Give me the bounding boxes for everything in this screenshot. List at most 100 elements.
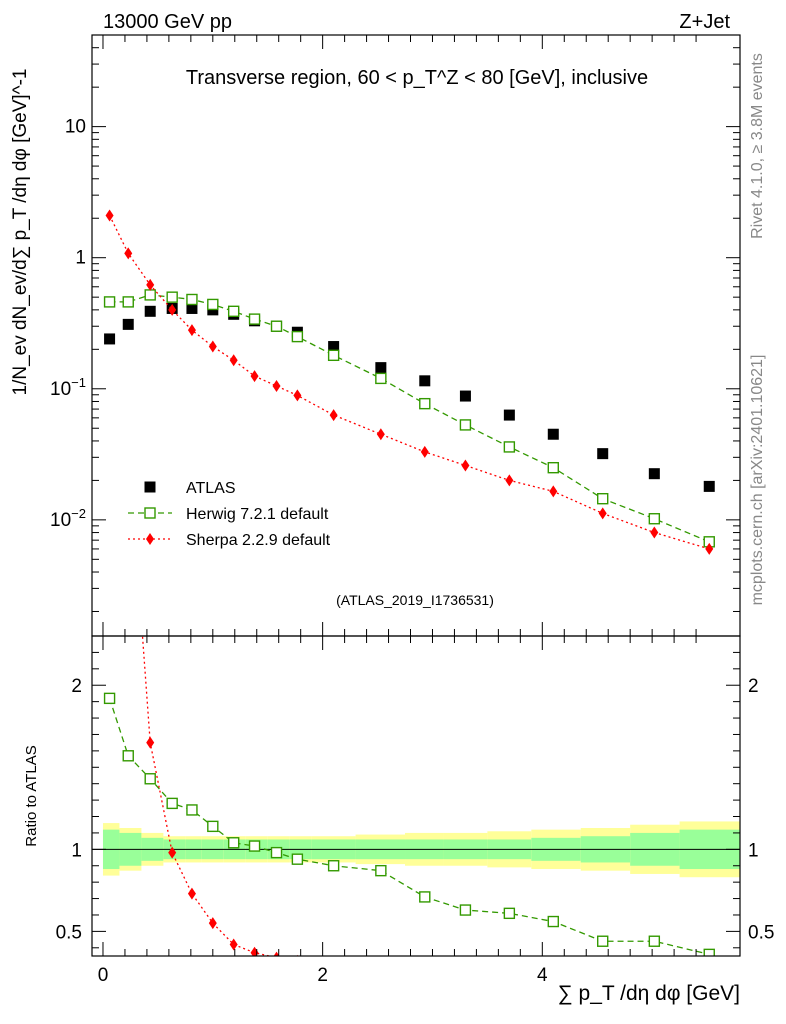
ratio-point (419, 891, 431, 903)
data-point (270, 320, 283, 332)
ratio-line (108, 698, 710, 955)
series-line-sherpa (108, 215, 710, 550)
ratio-point (227, 837, 240, 849)
data-point (207, 298, 219, 311)
ratio-plot-frame (91, 635, 741, 957)
y-tick-label: 10 (65, 117, 86, 138)
data-point (122, 296, 134, 308)
data-point (459, 419, 472, 431)
header-right: Z+Jet (679, 11, 730, 33)
ratio-bands (92, 821, 740, 878)
header-left: 13000 GeV pp (103, 11, 232, 33)
ratio-point (597, 935, 609, 947)
data-point (104, 333, 116, 345)
data-point (703, 480, 715, 492)
ratio-x-tick-label: 2 (317, 965, 328, 986)
ratio-y-tick-label-right: 0.5 (748, 922, 774, 943)
main-series-layer (103, 209, 715, 555)
data-point (166, 291, 178, 303)
data-point (375, 372, 387, 385)
data-point (122, 318, 134, 330)
data-point (291, 330, 304, 343)
legend-label: Herwig 7.2.1 default (186, 506, 329, 523)
data-point (549, 485, 558, 498)
legend-label: Sherpa 2.2.9 default (186, 532, 331, 549)
ratio-point (327, 860, 340, 872)
ratio-ylabel: Ratio to ATLAS (23, 745, 40, 846)
ratio-point (144, 773, 156, 785)
main-title: Transverse region, 60 < p_T^Z < 80 [GeV]… (186, 67, 648, 89)
ratio-point (186, 804, 198, 816)
ratio-point (122, 750, 134, 762)
data-point (329, 409, 338, 422)
data-point (376, 428, 385, 441)
main-panel: 10−2 10−1 1 10 Transverse region, 60 < p_T^… (10, 34, 741, 637)
ratio-y-tick-label: 1 (71, 840, 82, 861)
ratio-point (168, 846, 177, 859)
legend-marker (146, 533, 154, 545)
ratio-axes: 0.5 0.5 1 1 2 2 0 2 4 (56, 636, 774, 986)
data-point (227, 305, 240, 318)
legend: ATLAS Herwig 7.2.1 default Sherpa 2.2.9 de… (128, 480, 331, 549)
data-point (597, 493, 609, 505)
data-point (124, 247, 133, 260)
data-point (597, 448, 609, 460)
data-point (419, 397, 431, 410)
data-point (705, 542, 714, 555)
ratio-x-tick-label: 4 (537, 965, 548, 986)
data-point (186, 302, 198, 314)
ratio-point (207, 820, 219, 833)
data-point (328, 341, 340, 353)
main-ylabel: 1/N_ev dN_ev/d∑ p_T /dη dφ [GeV]^-1 (10, 69, 31, 396)
legend-label: ATLAS (186, 480, 236, 497)
data-point (547, 428, 559, 440)
watermark-label: (ATLAS_2019_I1736531) (336, 592, 494, 608)
ratio-y-tick-label: 2 (71, 676, 82, 697)
y-tick-label: 10−2 (50, 506, 86, 531)
ratio-point (166, 797, 178, 810)
ratio-y-tick-label: 0.5 (56, 922, 82, 943)
data-point (186, 293, 198, 306)
data-point (648, 513, 661, 525)
ratio-point (375, 864, 387, 877)
ratio-point (273, 951, 280, 956)
data-point (103, 296, 116, 308)
ratio-point (208, 917, 217, 930)
data-point (375, 362, 387, 374)
ratio-panel: 0.5 0.5 1 1 2 2 0 2 4 Ratio to ATLAS ∑ p_T /dη d… (23, 635, 774, 1005)
data-point (459, 390, 471, 402)
ratio-point (503, 907, 516, 920)
data-point (144, 289, 156, 301)
data-point (505, 474, 514, 487)
ratio-point (146, 736, 155, 749)
data-point (503, 409, 515, 421)
ratio-y-tick-label-right: 2 (748, 676, 759, 697)
mcplots-label: mcplots.cern.ch [arXiv:2401.10621] (749, 355, 766, 606)
ratio-series-layer (103, 636, 715, 956)
y-tick-label: 10−1 (50, 375, 86, 400)
data-point (293, 389, 302, 402)
ratio-point (648, 935, 661, 947)
data-point (208, 340, 217, 353)
data-point (168, 303, 177, 316)
data-point (598, 507, 607, 520)
ratio-point (248, 840, 261, 852)
data-point (105, 209, 114, 222)
data-point (461, 459, 470, 472)
ratio-point (296, 954, 299, 956)
data-point (547, 461, 559, 474)
ratio-point (547, 915, 559, 928)
y-tick-label: 1 (75, 248, 86, 269)
data-point (229, 354, 238, 367)
ratio-point (229, 938, 238, 951)
ratio-y-tick-label-right: 1 (748, 840, 759, 861)
ratio-point (103, 692, 116, 705)
data-point (650, 526, 659, 539)
ratio-point (703, 948, 715, 956)
data-point (187, 324, 196, 337)
ratio-point (187, 887, 196, 900)
data-point (419, 375, 431, 387)
rivet-version-label: Rivet 4.1.0, ≥ 3.8M events (749, 53, 766, 239)
data-point (648, 468, 660, 480)
